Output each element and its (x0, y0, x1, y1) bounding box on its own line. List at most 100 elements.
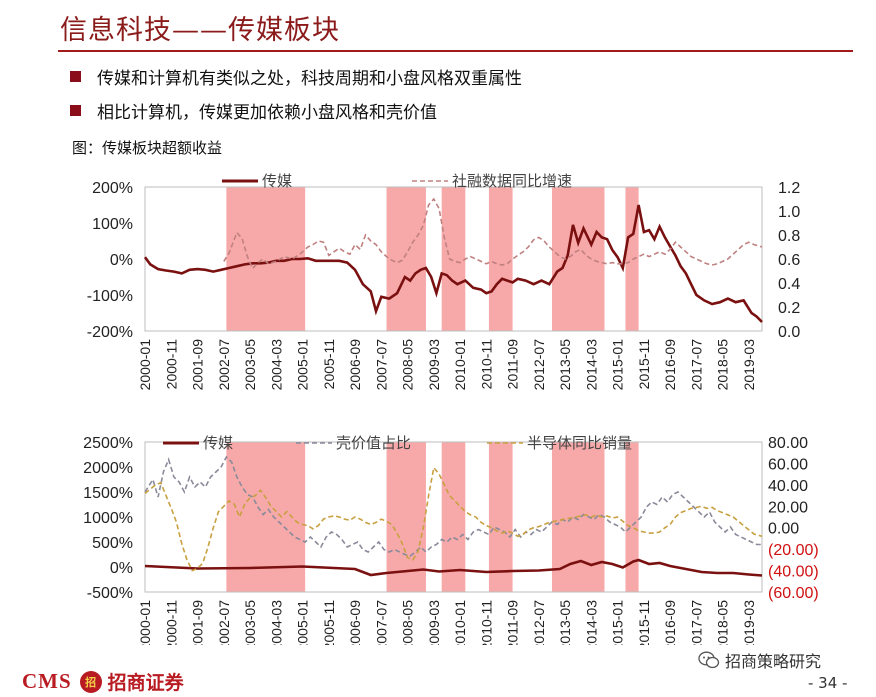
y-right-tick-label: 60.00 (768, 456, 808, 473)
bullet-square-icon (70, 71, 81, 82)
y-right-tick-label: 40.00 (768, 478, 808, 495)
brand-name: 招商证券 (107, 672, 184, 694)
x-tick-label: 2012-07 (531, 600, 547, 645)
highlight-band (551, 187, 605, 331)
figure-caption: 图：传媒板块超额收益 (72, 139, 223, 157)
x-tick-label: 2019-03 (741, 600, 757, 645)
x-tick-label: 2015-01 (610, 600, 626, 645)
wechat-icon (698, 651, 720, 669)
company-logo-icon: 招 (79, 670, 102, 693)
x-tick-label: 2013-05 (557, 600, 573, 645)
x-tick-label: 2012-07 (531, 339, 547, 391)
y-left-tick-label: -100% (87, 288, 133, 305)
highlight-band (625, 442, 639, 592)
x-tick-label: 2014-03 (583, 339, 599, 391)
x-tick-label: 2005-11 (321, 600, 337, 645)
y-right-tick-label: 0.8 (778, 228, 800, 245)
x-tick-label: 2014-03 (583, 600, 599, 645)
y-left-tick-label: 2500% (83, 435, 133, 452)
y-right-tick-label: (40.00) (768, 564, 819, 581)
x-tick-label: 2003-05 (242, 600, 258, 645)
x-tick-label: 2011-09 (505, 339, 521, 390)
series-line (144, 455, 762, 557)
y-right-tick-label: 1.2 (778, 180, 800, 197)
highlight-band (441, 442, 466, 592)
x-tick-label: 2002-07 (216, 600, 232, 645)
series-line (144, 558, 763, 577)
legend-label: 半导体同比销量 (527, 435, 632, 452)
x-tick-label: 2006-09 (347, 600, 363, 645)
title-divider (58, 50, 853, 52)
x-tick-label: 2010-01 (452, 600, 468, 645)
highlight-band (386, 187, 426, 331)
bullet-square-icon (70, 105, 81, 116)
page-number: - 34 - (808, 674, 848, 692)
bullet-text: 传媒和计算机有类似之处，科技周期和小盘风格双重属性 (97, 69, 522, 89)
y-left-tick-label: 200% (92, 180, 133, 197)
x-tick-label: 2018-05 (715, 339, 731, 391)
legend-label: 传媒 (262, 173, 292, 190)
x-tick-label: 2000-11 (163, 600, 179, 645)
x-tick-label: 2004-03 (268, 600, 284, 645)
legend-label: 壳价值占比 (336, 435, 411, 452)
bullet-text: 相比计算机，传媒更加依赖小盘风格和壳价值 (97, 103, 437, 123)
shell-value-chart: 2500% 2000% 1500% 1000% 500% 0% -500% 80.00 60.0… (83, 435, 819, 645)
footer-logo: CMS 招 招商证券 (22, 668, 184, 695)
x-tick-label: 2006-09 (347, 339, 363, 391)
y-left-tick-label: 2000% (83, 460, 133, 477)
x-tick-label: 2000-11 (163, 339, 179, 390)
x-tick-label: 2017-07 (688, 600, 704, 645)
y-right-tick-label: (20.00) (768, 542, 819, 559)
highlight-band (441, 187, 466, 331)
wechat-account-name: 招商策略研究 (725, 652, 822, 671)
y-right-tick-label: 0.4 (778, 276, 800, 293)
legend-label: 社融数据同比增速 (452, 173, 572, 190)
y-right-tick-label: 0.00 (768, 521, 799, 538)
y-right-tick-label: 0.6 (778, 252, 800, 269)
x-tick-label: 2001-09 (190, 339, 206, 391)
excess-return-chart: 200% 100% 0% -100% -200% 1.2 1.0 0.8 0.6 0.4 0.2 0.… (87, 173, 801, 391)
x-tick-label: 2019-03 (741, 339, 757, 391)
x-tick-label: 2000-01 (137, 600, 153, 645)
x-tick-label: 2005-11 (321, 339, 337, 390)
x-tick-label: 2011-09 (505, 600, 521, 645)
wechat-watermark: 招商策略研究 (698, 648, 821, 672)
x-tick-label: 2008-05 (400, 339, 416, 391)
y-left-tick-label: 0% (110, 560, 133, 577)
y-right-tick-label: 0.2 (778, 300, 800, 317)
x-tick-label: 2002-07 (216, 339, 232, 391)
y-left-tick-label: 1500% (83, 485, 133, 502)
cms-logo-text: CMS (22, 669, 72, 693)
x-tick-label: 2009-03 (426, 339, 442, 391)
x-tick-label: 2008-05 (400, 600, 416, 645)
x-tick-label: 2013-05 (557, 339, 573, 391)
y-left-tick-label: -200% (87, 324, 133, 341)
y-left-tick-label: 1000% (83, 510, 133, 527)
series-line (223, 197, 763, 271)
plot-frame (144, 441, 763, 593)
y-right-tick-label: (60.00) (768, 585, 819, 602)
highlight-band (488, 442, 513, 592)
highlight-band (226, 442, 306, 592)
y-right-tick-label: 1.0 (778, 204, 800, 221)
x-tick-label: 2000-01 (137, 339, 153, 391)
x-tick-label: 2016-09 (662, 339, 678, 391)
x-tick-label: 2005-01 (295, 339, 311, 391)
x-tick-label: 2010-01 (452, 339, 468, 391)
bullet-1: 传媒和计算机有类似之处，科技周期和小盘风格双重属性 (70, 64, 522, 89)
series-line (143, 204, 763, 323)
x-tick-label: 2003-05 (242, 339, 258, 391)
x-tick-label: 2015-11 (636, 600, 652, 645)
y-right-tick-label: 80.00 (768, 435, 808, 452)
x-tick-label: 2004-03 (268, 339, 284, 391)
x-tick-label: 2001-09 (190, 600, 206, 645)
y-right-tick-label: 0.0 (778, 324, 800, 341)
x-tick-label: 2009-03 (426, 600, 442, 645)
legend-label: 传媒 (203, 435, 233, 452)
x-tick-label: 2007-07 (373, 339, 389, 391)
series-line (144, 465, 763, 572)
x-tick-label: 2017-07 (688, 339, 704, 391)
x-tick-label: 2016-09 (662, 600, 678, 645)
y-left-tick-label: -500% (87, 585, 133, 602)
y-left-tick-label: 500% (92, 535, 133, 552)
